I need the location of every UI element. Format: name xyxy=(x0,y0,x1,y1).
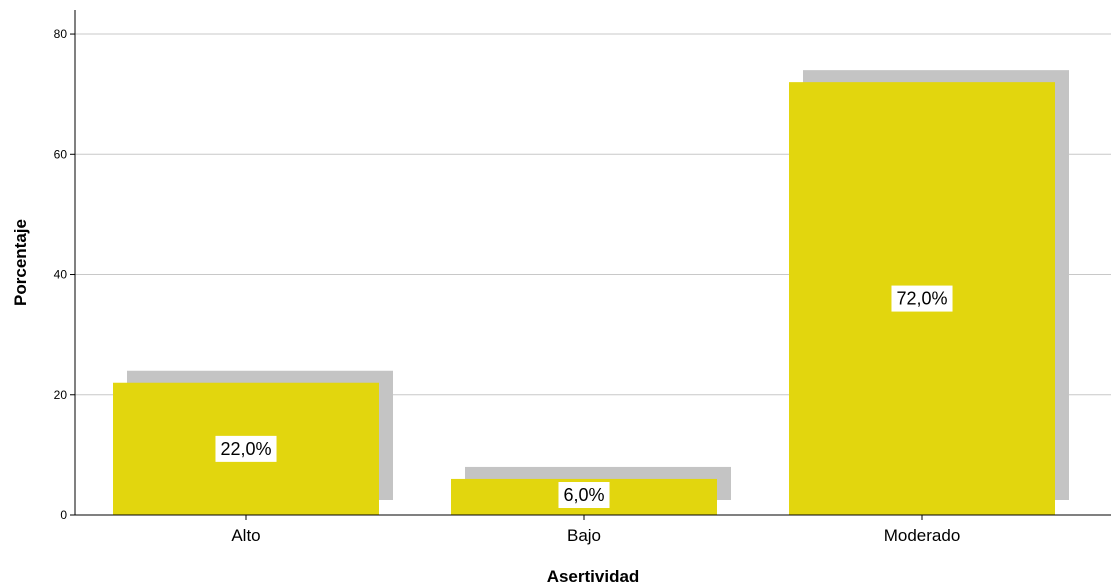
data-label-box xyxy=(558,482,610,508)
y-tick-label: 20 xyxy=(54,388,68,402)
data-label-moderado: 72,0% xyxy=(891,285,953,312)
data-labels: 22,0% 6,0% 72,0% xyxy=(215,285,953,508)
y-tick-label: 40 xyxy=(54,268,68,282)
x-tick-labels: Alto Bajo Moderado xyxy=(231,515,960,545)
y-tick-labels: 0 20 40 60 80 xyxy=(54,27,75,522)
x-tick-label: Moderado xyxy=(884,526,961,545)
y-axis-title: Porcentaje xyxy=(11,219,30,306)
data-label-text: 6,0% xyxy=(563,485,604,505)
data-label-box xyxy=(215,435,277,462)
y-tick-label: 80 xyxy=(54,27,68,41)
data-label-box xyxy=(891,285,953,312)
y-tick-label: 0 xyxy=(60,508,67,522)
x-tick-label: Alto xyxy=(231,526,260,545)
x-axis-title: Asertividad xyxy=(547,567,640,586)
x-tick-label: Bajo xyxy=(567,526,601,545)
data-label-text: 72,0% xyxy=(896,289,947,309)
data-label-alto: 22,0% xyxy=(215,435,277,462)
y-tick-label: 60 xyxy=(54,147,68,161)
data-label-bajo: 6,0% xyxy=(558,482,610,508)
data-label-text: 22,0% xyxy=(220,439,271,459)
